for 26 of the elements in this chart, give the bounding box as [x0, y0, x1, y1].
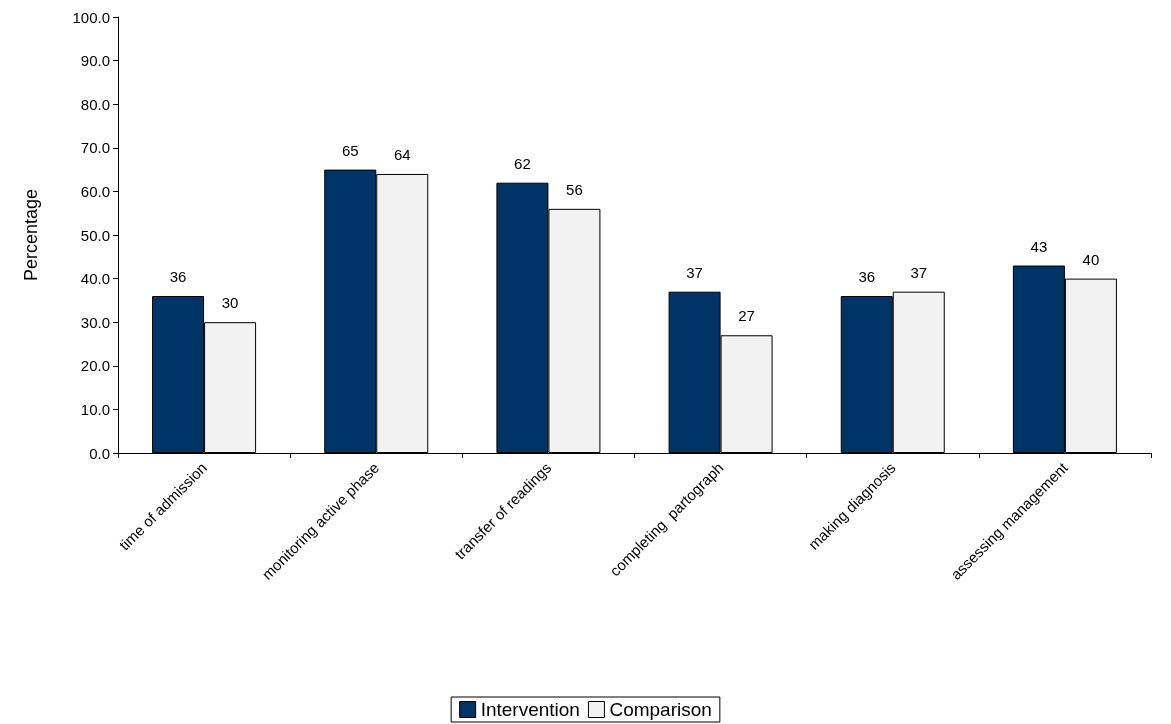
y-tick-label: 90.0 — [80, 52, 110, 70]
y-tick-label: 30.0 — [80, 313, 110, 331]
data-label: 37 — [910, 263, 928, 281]
y-tick-label: 50.0 — [80, 226, 110, 244]
data-label: 30 — [221, 294, 239, 312]
y-tick-label: 0.0 — [89, 444, 110, 462]
data-label: 64 — [393, 145, 411, 163]
data-label: 36 — [169, 268, 187, 286]
data-label: 40 — [1082, 250, 1100, 268]
legend-label: Intervention — [480, 699, 580, 720]
y-tick-label: 70.0 — [80, 139, 110, 157]
data-label: 65 — [341, 141, 359, 159]
data-label: 43 — [1030, 237, 1048, 255]
data-label: 37 — [686, 263, 703, 281]
data-label: 56 — [566, 180, 583, 198]
y-tick-label: 100.0 — [72, 8, 110, 26]
data-label: 27 — [738, 307, 755, 325]
data-label: 36 — [858, 268, 876, 286]
y-tick-label: 60.0 — [80, 182, 110, 200]
y-tick-label: 40.0 — [80, 270, 110, 288]
y-tick-label: 80.0 — [80, 95, 110, 113]
y-tick-label: 20.0 — [80, 357, 110, 375]
y-axis-title: Percentage — [21, 188, 41, 282]
y-tick-label: 10.0 — [80, 400, 110, 418]
legend-label: Comparison — [609, 699, 712, 720]
data-label: 62 — [514, 154, 531, 172]
